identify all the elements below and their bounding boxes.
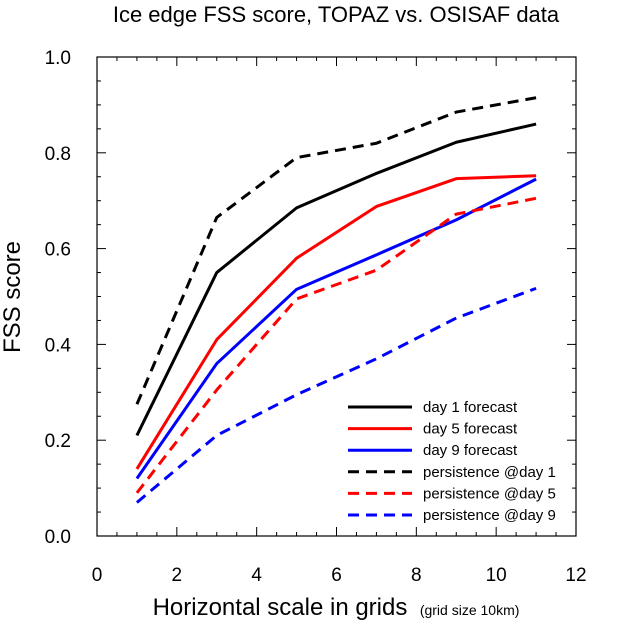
legend-label: day 5 forecast [423,421,518,438]
x-tick-label: 6 [331,565,342,586]
x-axis-ticks: 0 2 4 6 8 10 12 [92,57,587,586]
y-tick-label: 1.0 [45,48,71,69]
y-axis-label: FSS score [0,241,26,353]
y-tick-label: 0.8 [45,144,71,165]
series-line-5 [135,196,537,494]
y-tick-label: 0.6 [45,240,71,261]
y-tick-label: 0.4 [45,335,72,356]
x-tick-label: 4 [251,565,262,586]
x-axis-label-note: (grid size 10km) [420,602,520,618]
x-axis-label: Horizontal scale in grids (grid size 10k… [153,594,520,621]
x-tick-label: 10 [486,565,507,586]
chart-title: Ice edge FSS score, TOPAZ vs. OSISAF dat… [113,2,560,27]
series-line-3 [135,177,537,480]
x-axis-label-main: Horizontal scale in grids [153,594,408,621]
x-tick-label: 12 [565,565,586,586]
legend-label: day 9 forecast [423,442,518,459]
series-line-1 [135,122,537,437]
legend-label: persistence @day 5 [423,485,556,502]
x-tick-label: 2 [172,565,183,586]
series-lines [135,96,537,504]
series-line-2 [135,174,537,470]
legend-label: day 1 forecast [423,399,518,416]
legend: day 1 forecast day 5 forecast day 9 foreca… [348,399,556,524]
x-tick-label: 0 [92,565,103,586]
legend-label: persistence @day 9 [423,507,556,524]
series-line-6 [135,286,537,504]
x-tick-label: 8 [411,565,422,586]
y-tick-label: 0.0 [45,527,71,548]
y-axis-ticks: 0.0 0.2 0.4 0.6 0.8 1.0 [45,48,576,548]
series-line-4 [135,96,537,405]
legend-label: persistence @day 1 [423,464,556,481]
y-tick-label: 0.2 [45,431,71,452]
